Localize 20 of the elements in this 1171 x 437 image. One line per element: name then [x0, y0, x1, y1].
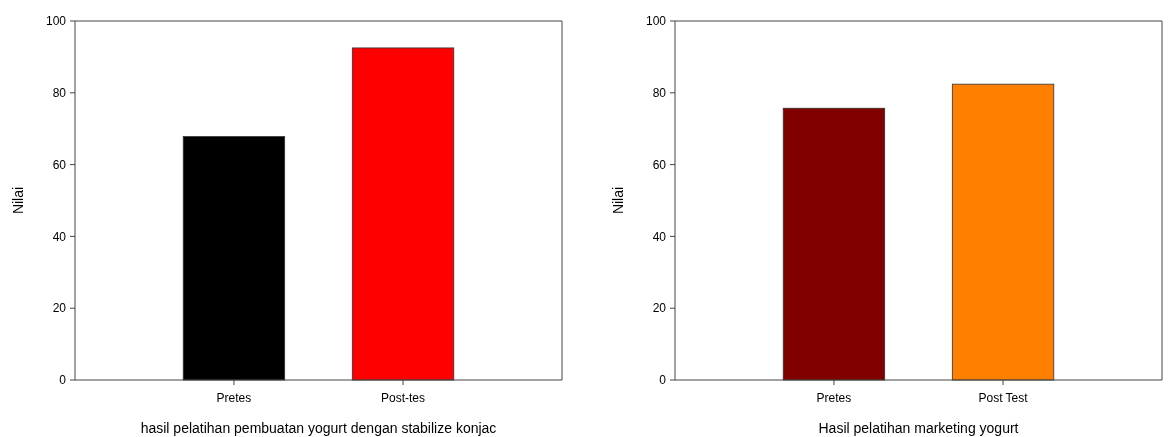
x-tick-label: Post Test — [978, 391, 1029, 405]
x-tick-label: Pretes — [816, 391, 852, 405]
y-tick-label: 0 — [659, 373, 667, 388]
y-tick-label: 100 — [645, 14, 667, 29]
y-tick-label: 100 — [45, 14, 67, 29]
x-tick-label: Pretes — [216, 391, 252, 405]
y-tick-label: 80 — [52, 86, 67, 100]
y-tick-label: 20 — [652, 301, 667, 316]
x-axis-title: Hasil pelatihan marketing yogurt — [818, 420, 1019, 436]
x-axis-title: hasil pelatihan pembuatan yogurt dengan stabilize konjac — [140, 420, 497, 436]
y-tick-label: 20 — [52, 301, 67, 316]
x-tick-label: Post-tes — [381, 391, 426, 405]
y-tick-label: 80 — [652, 86, 667, 100]
y-axis-title: Nilai — [10, 186, 26, 215]
y-tick-label: 60 — [652, 157, 667, 172]
y-tick-label: 40 — [652, 229, 667, 244]
y-tick-label: 0 — [59, 373, 67, 388]
y-axis-title: Nilai — [610, 186, 626, 215]
y-tick-label: 40 — [52, 229, 67, 244]
y-tick-label: 60 — [52, 157, 67, 172]
